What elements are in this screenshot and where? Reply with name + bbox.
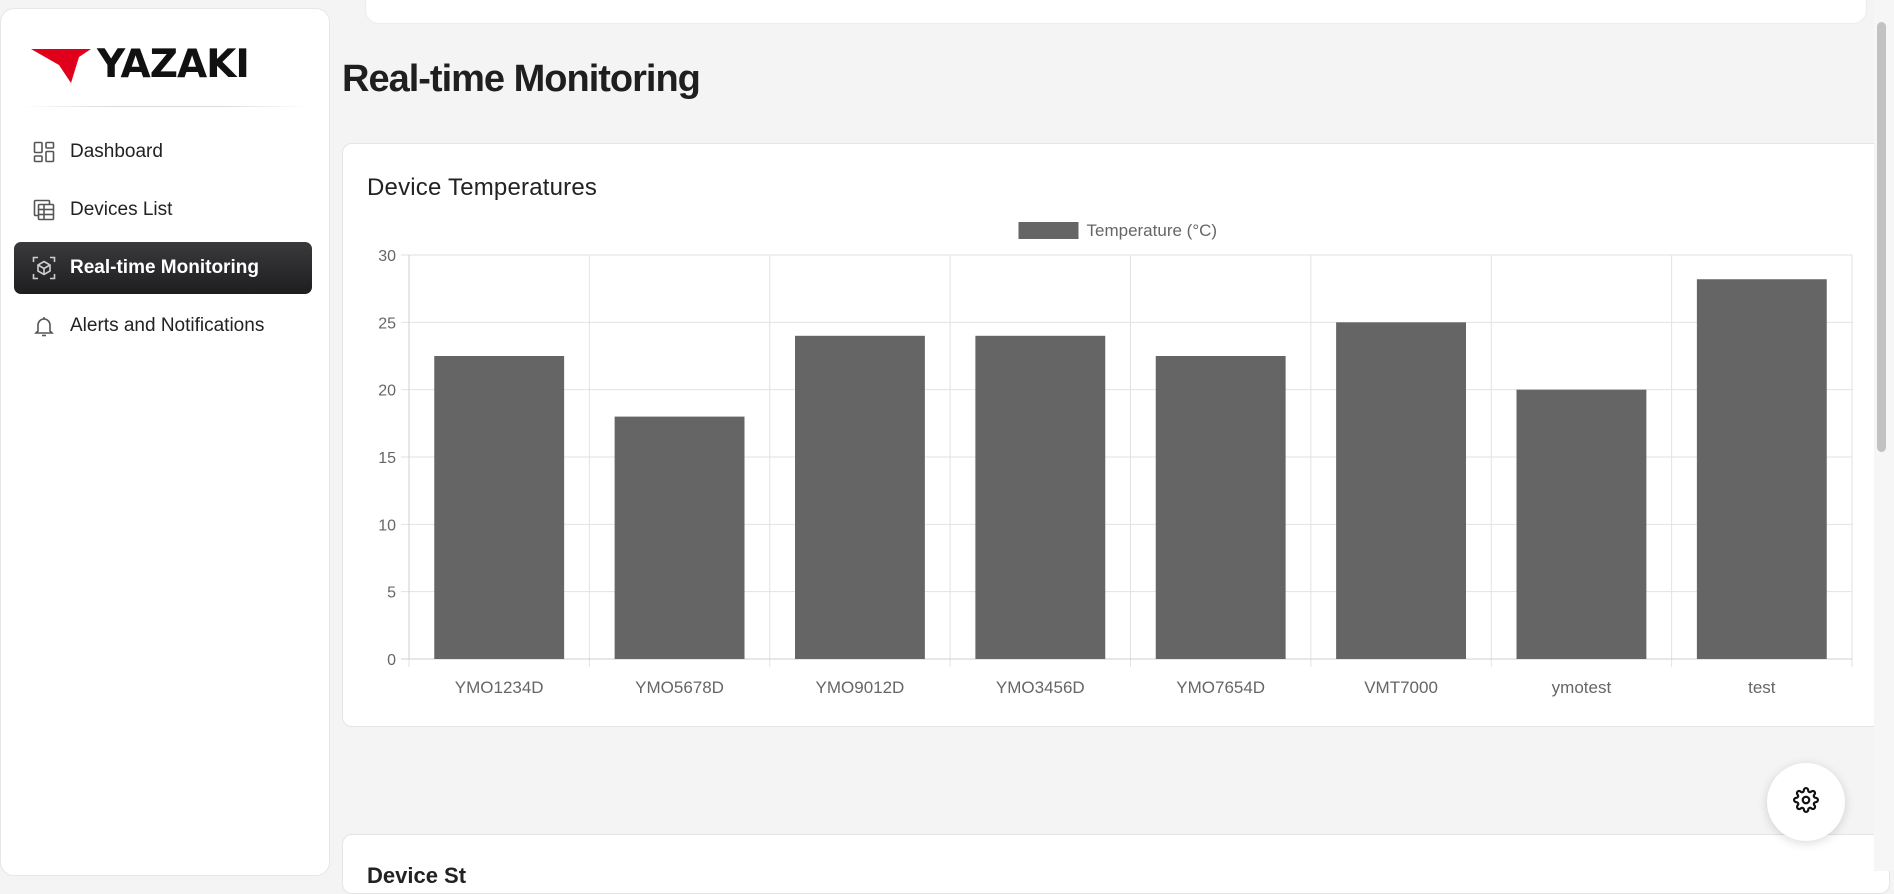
x-tick-label: YMO9012D	[816, 678, 905, 697]
y-tick-label: 15	[378, 450, 396, 467]
device-status-card: Device St	[342, 834, 1890, 894]
x-tick-label: YMO7654D	[1176, 678, 1265, 697]
x-tick-label: YMO3456D	[996, 678, 1085, 697]
monitoring-cube-icon	[32, 256, 56, 280]
dashboard-icon	[32, 140, 56, 164]
x-tick-label: YMO1234D	[455, 678, 544, 697]
brand-name: YAZAKI	[97, 41, 250, 87]
bar-ymo5678d	[614, 416, 745, 659]
chart-title: Device Temperatures	[367, 174, 598, 201]
bar-ymo9012d	[795, 335, 925, 659]
bar-ymo7654d	[1155, 356, 1286, 659]
legend-swatch	[1018, 222, 1079, 239]
y-tick-label: 10	[378, 517, 396, 534]
bar-ymo1234d	[434, 356, 565, 659]
y-tick-label: 20	[378, 383, 396, 400]
bell-icon	[32, 314, 56, 338]
y-tick-label: 5	[387, 585, 396, 602]
gear-icon	[1793, 786, 1819, 818]
bar-ymo3456d	[975, 335, 1106, 659]
x-tick-label: YMO5678D	[635, 678, 724, 697]
temperature-bar-chart: 0 5 10 15 20 25 30 YMO1234D YMO5678D YMO9012D YMO3…	[378, 221, 1853, 697]
page-scrollbar-thumb[interactable]	[1877, 22, 1886, 452]
device-temperatures-card: Device Temperatures 0 5 10 15 20 25 30 YMO1234D…	[342, 143, 1890, 727]
sidebar-nav: Dashboard Devices List	[14, 126, 312, 358]
y-tick-label: 0	[387, 652, 396, 669]
sidebar-item-label: Dashboard	[70, 141, 163, 162]
sidebar-item-label: Devices List	[70, 199, 173, 220]
bar-test	[1696, 279, 1827, 659]
device-status-title: Device St	[367, 863, 467, 888]
brand-logo[interactable]: YAZAKI	[31, 39, 250, 89]
yazaki-logo-mark	[31, 49, 91, 83]
sidebar-item-real-time-monitoring[interactable]: Real-time Monitoring	[14, 242, 312, 294]
settings-fab-button[interactable]	[1767, 763, 1845, 841]
table-icon	[32, 198, 56, 222]
legend-label: Temperature (°C)	[1087, 221, 1218, 240]
sidebar-item-devices-list[interactable]: Devices List	[14, 184, 312, 236]
logo-divider	[21, 106, 309, 107]
page-title: Real-time Monitoring	[342, 58, 701, 100]
y-tick-label: 30	[378, 248, 396, 265]
sidebar: YAZAKI Dashboard	[0, 8, 330, 876]
top-card	[365, 0, 1867, 24]
bar-vmt7000	[1336, 322, 1466, 659]
sidebar-item-label: Alerts and Notifications	[70, 315, 265, 336]
sidebar-item-dashboard[interactable]: Dashboard	[14, 126, 312, 178]
bar-ymotest	[1516, 389, 1647, 659]
y-tick-label: 25	[378, 315, 396, 332]
sidebar-item-alerts-and-notifications[interactable]: Alerts and Notifications	[14, 300, 312, 352]
sidebar-item-label: Real-time Monitoring	[70, 257, 259, 278]
x-tick-label: test	[1748, 678, 1776, 697]
x-tick-label: VMT7000	[1364, 678, 1438, 697]
x-tick-label: ymotest	[1552, 678, 1612, 697]
